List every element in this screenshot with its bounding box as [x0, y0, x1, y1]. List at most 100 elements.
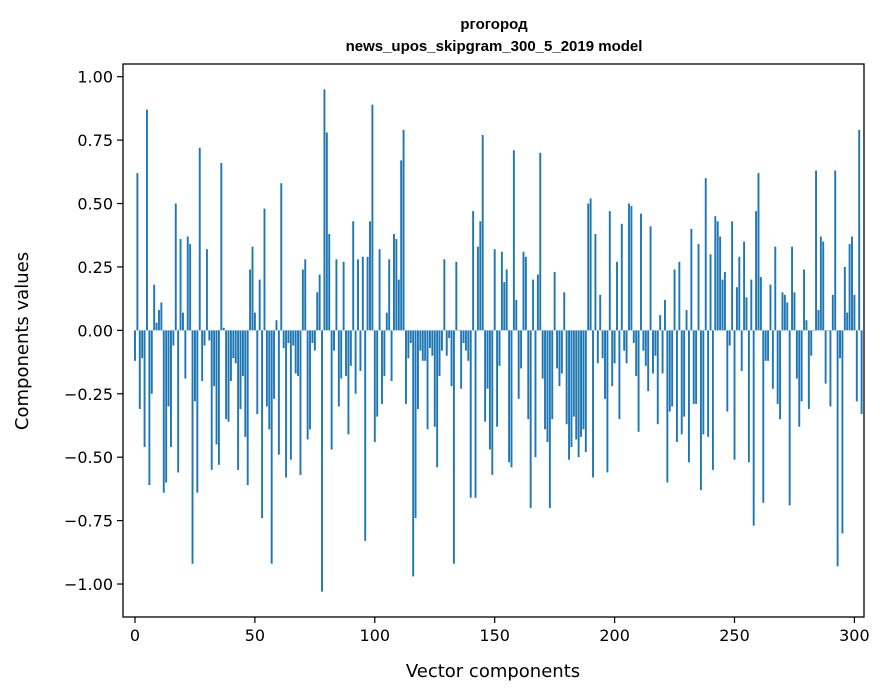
- bar: [558, 330, 561, 387]
- bar: [275, 320, 278, 331]
- bar: [635, 330, 638, 377]
- bar: [213, 330, 216, 387]
- bar: [711, 330, 714, 470]
- bar: [637, 330, 640, 432]
- bar: [524, 256, 527, 331]
- bar: [481, 135, 484, 331]
- y-tick-label: −0.25: [64, 385, 113, 404]
- bar: [417, 330, 419, 409]
- bar: [508, 330, 511, 463]
- bar: [457, 330, 460, 331]
- bar: [479, 221, 482, 331]
- bar: [381, 330, 383, 404]
- bar: [155, 322, 158, 331]
- bar: [426, 330, 429, 430]
- bar: [256, 330, 259, 415]
- bar: [390, 330, 393, 382]
- bar: [750, 279, 753, 331]
- bar: [779, 330, 782, 420]
- bar: [839, 330, 841, 359]
- bar: [723, 272, 726, 331]
- bar: [616, 261, 618, 331]
- bar: [858, 129, 861, 331]
- bar: [759, 277, 762, 331]
- bar: [678, 261, 681, 331]
- bar: [364, 330, 367, 541]
- bar: [699, 330, 702, 491]
- x-tick-label: 200: [599, 626, 630, 645]
- bar: [277, 330, 280, 455]
- bar: [764, 330, 767, 361]
- bar: [851, 236, 853, 331]
- bar: [812, 330, 815, 331]
- bar: [184, 330, 187, 379]
- bar: [253, 312, 256, 331]
- bar: [316, 292, 319, 331]
- bar: [743, 241, 746, 331]
- bar: [606, 330, 609, 473]
- bar: [428, 330, 431, 349]
- bar: [841, 330, 844, 534]
- bar: [268, 330, 271, 430]
- bar: [731, 221, 734, 331]
- y-tick-label: 0.75: [77, 131, 113, 150]
- bar: [488, 330, 491, 450]
- bar: [472, 211, 475, 331]
- bar: [229, 330, 232, 382]
- bar: [234, 330, 237, 364]
- bar: [735, 287, 738, 331]
- bar: [311, 330, 314, 344]
- bar: [273, 330, 276, 399]
- bar: [191, 330, 194, 564]
- bar: [774, 246, 777, 331]
- bar: [165, 330, 168, 483]
- bar: [345, 330, 347, 377]
- y-tick-label: −1.00: [64, 575, 113, 594]
- bar: [215, 330, 218, 445]
- bar: [604, 330, 606, 399]
- bar: [464, 330, 467, 351]
- bar: [553, 272, 556, 331]
- bar: [673, 269, 676, 331]
- bar: [340, 330, 343, 379]
- bar: [695, 330, 698, 404]
- bar: [241, 330, 244, 377]
- bar: [438, 330, 441, 377]
- plot-frame: [122, 63, 865, 618]
- bar: [484, 330, 487, 422]
- bar: [160, 302, 163, 331]
- bar: [656, 330, 659, 425]
- bar: [400, 160, 403, 331]
- bar: [378, 249, 381, 331]
- y-tick-label: 0.00: [77, 321, 113, 340]
- bar: [193, 330, 196, 402]
- bar: [251, 246, 254, 331]
- bar: [419, 330, 422, 351]
- bar: [527, 330, 530, 420]
- bar: [297, 330, 300, 377]
- bar: [642, 330, 645, 351]
- bar: [570, 330, 573, 448]
- bar: [141, 330, 144, 359]
- bar: [716, 221, 719, 331]
- bar: [769, 284, 772, 331]
- bar: [357, 259, 359, 331]
- bar: [333, 330, 335, 351]
- bar: [409, 330, 412, 344]
- bar: [827, 330, 829, 331]
- bar: [270, 330, 273, 564]
- bar: [158, 310, 160, 331]
- bar: [652, 330, 654, 374]
- bar: [836, 330, 839, 567]
- bar: [150, 330, 153, 394]
- bar: [757, 173, 760, 331]
- bar: [632, 330, 635, 344]
- bar: [285, 330, 288, 478]
- bar: [625, 330, 628, 364]
- bar: [493, 249, 496, 331]
- bar: [846, 312, 849, 331]
- bar: [376, 330, 379, 417]
- bar: [548, 330, 551, 508]
- bar: [719, 236, 722, 331]
- chart-title-line2: news_upos_skipgram_300_5_2019 model: [346, 38, 643, 55]
